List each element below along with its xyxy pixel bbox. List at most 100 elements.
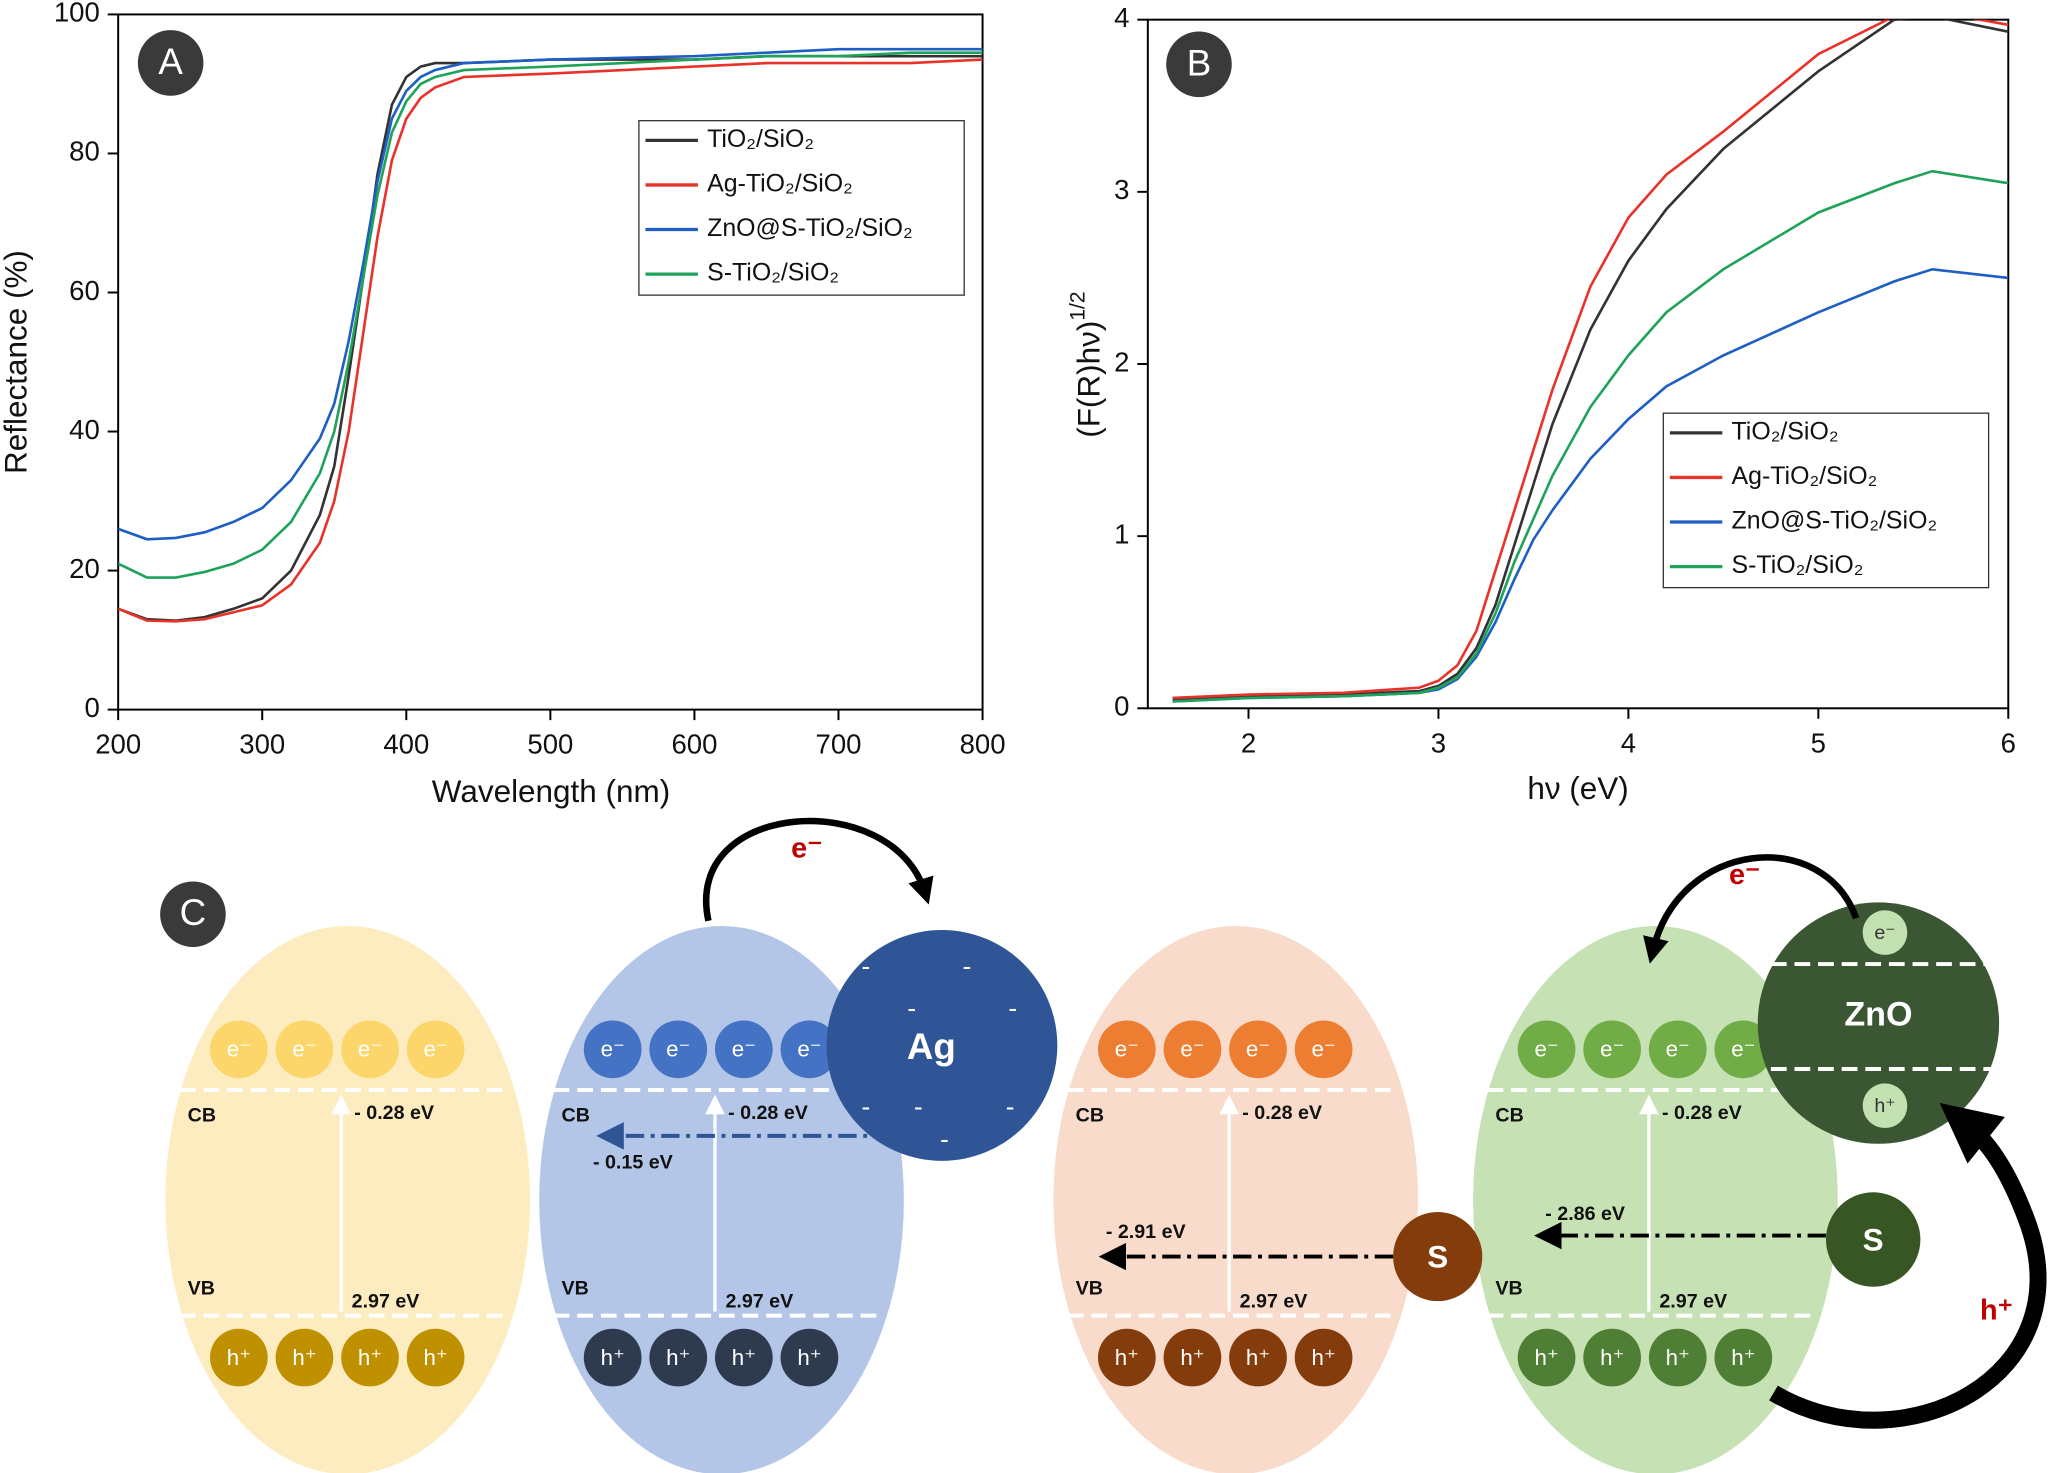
x-tick-label: 300 [239,729,285,760]
plot-frame [1146,18,2010,710]
vb-label: VB [1495,1278,1522,1300]
electron [341,1020,399,1079]
series-line [118,47,983,541]
hole-label: h⁺ [1534,1345,1558,1370]
hole-label: h⁺ [1246,1345,1270,1370]
hole-label: h⁺ [424,1345,448,1370]
chart: 2 3 4 5 6 0 1 2 3 4 hν (eV) (F(R)hν)1/2 TiO₂/SiO₂ Ag-… [1066,2,2016,806]
y-axis-title-main: Reflectance (%) [0,250,34,474]
legend-label: S-TiO₂/SiO₂ [707,259,839,287]
zno-electron [1862,910,1908,955]
series-line [1172,169,2009,703]
ag-particle [826,929,1058,1161]
y-tick-label: 40 [69,414,100,445]
zno-hole-arrow-label: h⁺ [1980,1294,2013,1326]
ag-charge: - [962,951,971,981]
x-tick-label: 400 [383,729,429,760]
electron-label: e⁻ [358,1037,382,1062]
cb-energy: - 0.28 eV [1242,1102,1322,1124]
legend-label: S-TiO₂/SiO₂ [1732,551,1864,579]
panel-badge [160,881,226,948]
legend-label: ZnO@S-TiO₂/SiO₂ [1732,507,1938,535]
hole [1229,1328,1287,1387]
electron-label: e⁻ [227,1037,251,1062]
vb-label: VB [188,1278,215,1300]
x-tick-label: 4 [1621,727,1636,758]
panel-label: B [1187,42,1212,83]
zno-electron-arrow [1643,854,1860,964]
legend-label: TiO₂/SiO₂ [1732,417,1839,445]
panel-label: C [180,892,207,933]
y-tick-label: 2 [1114,346,1129,377]
x-tick-label: 800 [960,729,1006,760]
vb-energy: 2.97 eV [725,1291,793,1313]
electron-label: e⁻ [1731,1037,1755,1062]
y-tick-label: 60 [69,275,100,306]
vb-energy: 2.97 eV [352,1291,420,1313]
electron-label: e⁻ [1115,1037,1139,1062]
y-axis-title: (F(R)hν)1/2 [1066,292,1107,438]
electron-label: e⁻ [1246,1037,1270,1062]
zno-electron-arrow-label: e⁻ [1729,859,1760,891]
electron [1163,1020,1222,1079]
x-axis-title: hν (eV) [1527,771,1628,806]
electron [1648,1020,1707,1079]
zno-electron-label: e⁻ [1874,922,1895,944]
electron [583,1020,642,1079]
electron-label: e⁻ [601,1037,625,1062]
x-axis-title: Wavelength (nm) [432,774,670,809]
electron-label: e⁻ [1666,1037,1690,1062]
ag-charge: - [1006,1091,1015,1121]
cb-energy: - 0.28 eV [1662,1102,1742,1124]
zno-label: ZnO [1844,996,1912,1034]
ag-charge: - [940,1124,949,1154]
electron [1714,1020,1773,1079]
s-particle [1393,1211,1483,1302]
hole [275,1328,334,1387]
charts: 200 300 400 500 600 700 800020406080100Wavelen… [0,0,2016,809]
zno-hole-arrow [1769,1103,2047,1429]
panel-badge [137,30,204,96]
hole-label: h⁺ [227,1345,251,1370]
electron [1097,1020,1156,1079]
band-ellipse [162,923,533,1473]
hole [649,1328,708,1387]
cb-label: CB [1495,1104,1523,1126]
series-line [1172,19,2009,702]
hole [780,1328,839,1387]
ag-electron-arrow [702,817,934,922]
hole [1517,1328,1576,1387]
hole [1714,1328,1773,1387]
panel-label: A [158,41,183,82]
vb-label: VB [562,1278,589,1300]
hole [406,1328,465,1387]
s-label: S [1427,1240,1448,1275]
hole [209,1328,268,1387]
electron-label: e⁻ [1600,1037,1624,1062]
vb-energy: 2.97 eV [1659,1291,1727,1313]
s-level: - 2.91 eV [1106,1221,1186,1243]
electron [1229,1020,1287,1079]
vb-label: VB [1076,1278,1103,1300]
electron [275,1020,334,1079]
electron [780,1020,839,1079]
electron [714,1020,773,1079]
x-tick-label: 600 [671,729,717,760]
zno-hole [1862,1083,1908,1129]
y-axis-title-exponent: 1/2 [1066,292,1089,321]
zno-s-particle [1825,1192,1921,1287]
series-line [118,51,983,579]
cb-label: CB [562,1104,590,1126]
hole-label: h⁺ [292,1345,316,1370]
electron [1583,1020,1642,1079]
electron-label: e⁻ [292,1037,316,1062]
hole [583,1328,642,1387]
hole [1163,1328,1222,1387]
ag-level: - 0.15 eV [593,1152,673,1174]
y-tick-label: 20 [69,553,100,584]
hole [341,1328,399,1387]
hole-label: h⁺ [666,1345,690,1370]
ag-charge: - [914,1091,923,1121]
ag-arrow-label: e⁻ [791,833,822,865]
